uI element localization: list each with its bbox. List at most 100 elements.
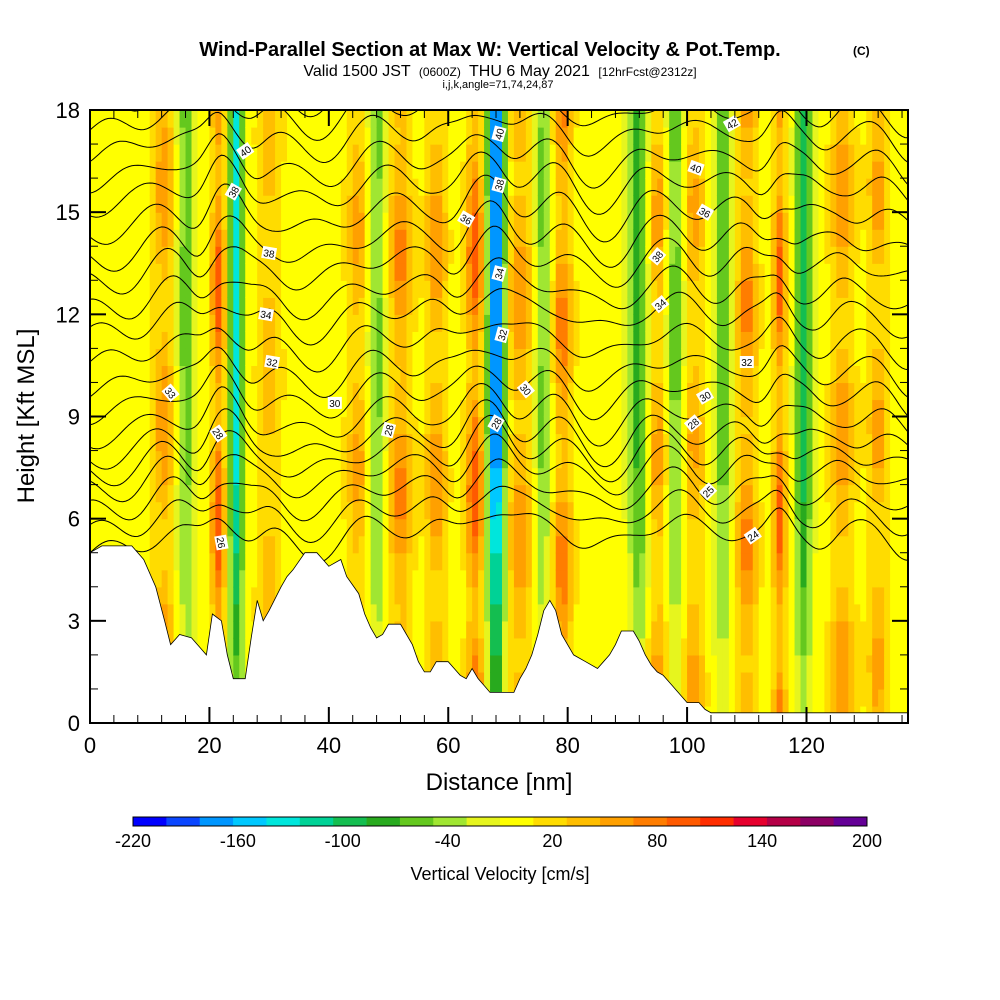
field-cell bbox=[513, 603, 521, 622]
field-cell bbox=[693, 297, 700, 315]
field-cell bbox=[788, 586, 796, 605]
field-cell bbox=[215, 263, 222, 281]
field-cell bbox=[585, 603, 593, 622]
field-cell bbox=[597, 178, 605, 196]
field-cell bbox=[740, 212, 748, 230]
field-cell bbox=[245, 620, 252, 639]
field-cell bbox=[203, 365, 211, 384]
field-cell bbox=[800, 569, 808, 588]
field-cell bbox=[543, 484, 551, 503]
field-cell bbox=[693, 603, 700, 622]
field-cell bbox=[191, 552, 199, 571]
field-cell bbox=[902, 603, 908, 622]
field-cell bbox=[233, 331, 240, 349]
field-cell bbox=[263, 144, 270, 162]
field-cell bbox=[209, 331, 216, 349]
field-cell bbox=[549, 314, 557, 332]
field-cell bbox=[412, 518, 419, 537]
field-cell bbox=[334, 467, 342, 486]
field-cell bbox=[215, 467, 222, 486]
field-cell bbox=[627, 518, 634, 537]
field-cell bbox=[836, 654, 843, 673]
field-cell bbox=[603, 501, 611, 520]
field-cell bbox=[382, 467, 390, 486]
field-cell bbox=[704, 569, 712, 588]
field-cell bbox=[233, 586, 240, 605]
field-cell bbox=[131, 450, 139, 469]
field-cell bbox=[239, 433, 246, 452]
field-cell bbox=[424, 433, 431, 452]
field-cell bbox=[848, 348, 855, 367]
field-cell bbox=[215, 518, 222, 537]
field-cell bbox=[722, 314, 730, 332]
field-cell bbox=[519, 433, 527, 452]
field-cell bbox=[239, 399, 246, 418]
field-cell bbox=[418, 518, 425, 537]
field-cell bbox=[400, 416, 408, 435]
field-cell bbox=[884, 688, 891, 707]
field-cell bbox=[239, 535, 246, 554]
chart-title-mark: (C) bbox=[853, 44, 870, 58]
field-cell bbox=[639, 365, 646, 384]
field-cell bbox=[436, 348, 443, 367]
field-cell bbox=[860, 501, 867, 520]
field-cell bbox=[836, 144, 843, 162]
field-cell bbox=[567, 484, 575, 503]
field-cell bbox=[424, 110, 431, 128]
field-cell bbox=[525, 620, 533, 639]
field-cell bbox=[125, 450, 133, 469]
field-cell bbox=[370, 518, 378, 537]
field-cell bbox=[740, 467, 748, 486]
field-cell bbox=[364, 518, 372, 537]
field-cell bbox=[806, 416, 814, 435]
field-cell bbox=[603, 348, 611, 367]
field-cell bbox=[484, 603, 491, 622]
field-cell bbox=[406, 484, 414, 503]
field-cell bbox=[513, 671, 521, 690]
field-cell bbox=[507, 297, 515, 315]
field-cell bbox=[293, 178, 300, 196]
field-cell bbox=[633, 348, 640, 367]
field-cell bbox=[388, 161, 396, 179]
field-cell bbox=[382, 297, 390, 315]
field-cell bbox=[740, 399, 748, 418]
field-cell bbox=[645, 603, 652, 622]
field-cell bbox=[621, 110, 628, 128]
contour-label: 28 bbox=[209, 424, 228, 443]
field-cell bbox=[561, 212, 569, 230]
field-cell bbox=[281, 535, 288, 554]
field-cell bbox=[209, 586, 216, 605]
field-cell bbox=[382, 161, 390, 179]
field-cell bbox=[209, 467, 216, 486]
field-cell bbox=[155, 246, 163, 264]
field-cell bbox=[603, 620, 611, 639]
field-cell bbox=[633, 450, 640, 469]
field-cell bbox=[716, 603, 724, 622]
field-cell bbox=[328, 144, 336, 162]
field-cell bbox=[561, 314, 569, 332]
field-cell bbox=[878, 348, 885, 367]
field-cell bbox=[257, 399, 264, 418]
field-cell bbox=[896, 552, 903, 571]
field-cell bbox=[585, 229, 593, 247]
field-cell bbox=[501, 297, 509, 315]
field-cell bbox=[90, 501, 97, 520]
field-cell bbox=[830, 110, 837, 128]
field-cell bbox=[651, 433, 658, 452]
field-cell bbox=[734, 654, 742, 673]
field-cell bbox=[764, 450, 772, 469]
field-cell bbox=[854, 450, 861, 469]
field-cell bbox=[681, 229, 688, 247]
field-cell bbox=[758, 518, 766, 537]
field-cell bbox=[788, 195, 796, 213]
field-cell bbox=[860, 144, 867, 162]
field-cell bbox=[143, 195, 151, 213]
field-cell bbox=[752, 297, 760, 315]
field-cell bbox=[866, 229, 873, 247]
field-cell bbox=[257, 263, 264, 281]
field-cell bbox=[448, 212, 455, 230]
field-cell bbox=[675, 671, 682, 690]
field-cell bbox=[752, 620, 760, 639]
field-cell bbox=[585, 501, 593, 520]
field-cell bbox=[472, 161, 479, 179]
